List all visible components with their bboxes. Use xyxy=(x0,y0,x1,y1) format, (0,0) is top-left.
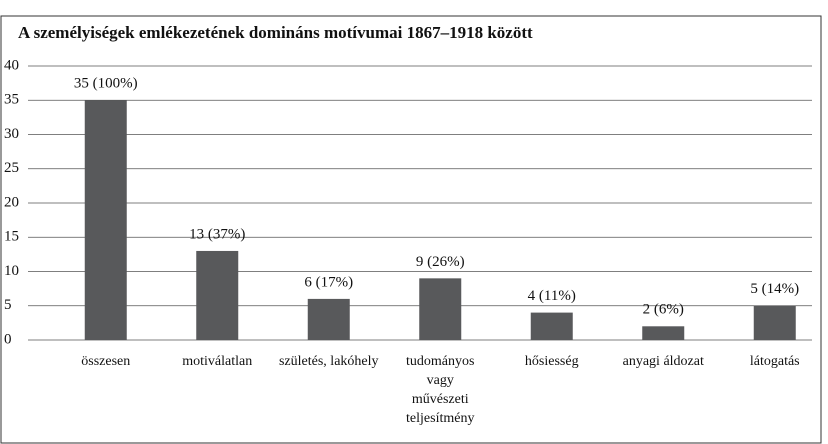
y-tick-label: 40 xyxy=(4,57,19,73)
y-tick-label: 0 xyxy=(4,331,12,347)
y-tick-label: 5 xyxy=(4,297,12,313)
chart-title: A személyiségek emlékezetének domináns m… xyxy=(18,23,533,42)
x-tick-label: anyagi áldozat xyxy=(622,354,704,369)
value-label: 4 (11%) xyxy=(528,288,576,304)
y-tick-label: 35 xyxy=(4,92,19,108)
bar xyxy=(530,312,573,340)
value-label: 13 (37%) xyxy=(189,226,245,242)
x-tick-label: tudományos vagy művészeti teljesítmény xyxy=(406,354,475,426)
value-label: 9 (26%) xyxy=(416,254,465,270)
y-tick-label: 10 xyxy=(4,263,19,279)
y-tick-label: 30 xyxy=(4,126,19,142)
x-tick-label: hősiesség xyxy=(524,354,579,369)
bar xyxy=(84,100,127,340)
value-label: 2 (6%) xyxy=(643,302,684,318)
bar xyxy=(196,250,239,340)
value-label: 35 (100%) xyxy=(74,76,138,92)
bar xyxy=(419,278,462,340)
chart-border xyxy=(0,15,822,444)
x-tick-label: születés, lakóhely xyxy=(278,354,379,369)
x-tick-label: látogatás xyxy=(749,354,800,369)
value-label: 5 (14%) xyxy=(750,281,799,297)
y-tick-label: 25 xyxy=(4,160,19,176)
bar xyxy=(753,305,796,340)
bar xyxy=(642,326,685,340)
value-label: 6 (17%) xyxy=(304,274,353,290)
x-tick-label: motiválatlan xyxy=(182,354,253,369)
bar xyxy=(307,298,350,340)
x-tick-label: összesen xyxy=(81,354,131,369)
y-tick-label: 15 xyxy=(4,229,19,245)
y-tick-label: 20 xyxy=(4,194,19,210)
